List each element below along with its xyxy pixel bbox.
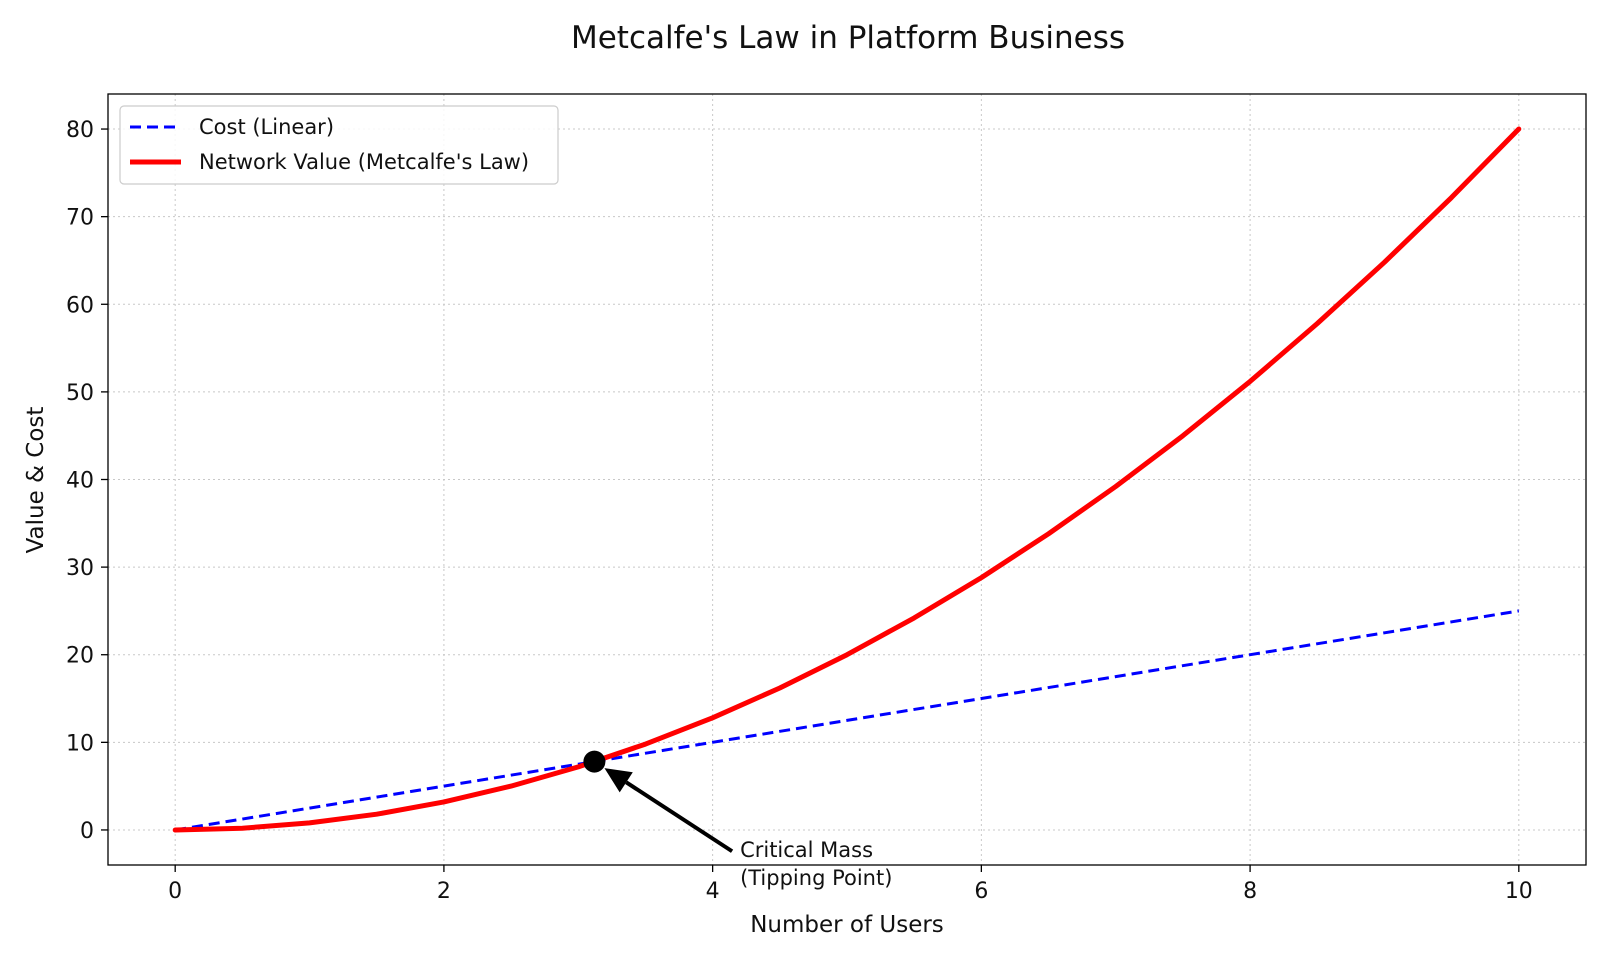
- series-layer: [172, 126, 1522, 833]
- x-tick-label: 2: [437, 879, 451, 904]
- annotation-layer: Critical Mass (Tipping Point): [583, 750, 892, 890]
- annotation-label-line1: Critical Mass: [740, 838, 873, 862]
- critical-mass-marker: [583, 750, 606, 773]
- legend-label-cost: Cost (Linear): [199, 115, 334, 139]
- legend-box: [119, 105, 559, 185]
- legend: Cost (Linear) Network Value (Metcalfe's …: [119, 105, 559, 185]
- y-tick-label: 60: [66, 293, 94, 318]
- tick-layer: 0 2 4 6 8 10 0 10 20 30 40 50 60 70 80: [66, 118, 1533, 904]
- grid: [108, 94, 1586, 865]
- annotation-label-line2: (Tipping Point): [740, 866, 892, 890]
- y-tick-label: 20: [66, 644, 94, 669]
- y-tick-label: 80: [66, 118, 94, 143]
- annotation-arrow-head: [604, 768, 633, 793]
- y-tick-label: 30: [66, 556, 94, 581]
- legend-label-network-value: Network Value (Metcalfe's Law): [199, 150, 529, 174]
- cost-line: [174, 609, 1520, 832]
- y-tick-label: 10: [66, 731, 94, 756]
- x-tick-label: 10: [1505, 879, 1533, 904]
- y-tick-label: 0: [80, 819, 94, 844]
- x-tick-label: 0: [168, 879, 182, 904]
- x-tick-label: 4: [706, 879, 720, 904]
- chart-title: Metcalfe's Law in Platform Business: [571, 20, 1125, 56]
- y-tick-label: 50: [66, 381, 94, 406]
- network-value-line: [172, 126, 1522, 833]
- y-axis-label: Value & Cost: [23, 407, 49, 554]
- y-tick-label: 70: [66, 206, 94, 231]
- x-axis-label: Number of Users: [750, 912, 944, 938]
- x-tick-label: 8: [1243, 879, 1257, 904]
- x-tick-label: 6: [974, 879, 988, 904]
- annotation-arrow-shaft: [625, 780, 734, 853]
- y-tick-label: 40: [66, 469, 94, 494]
